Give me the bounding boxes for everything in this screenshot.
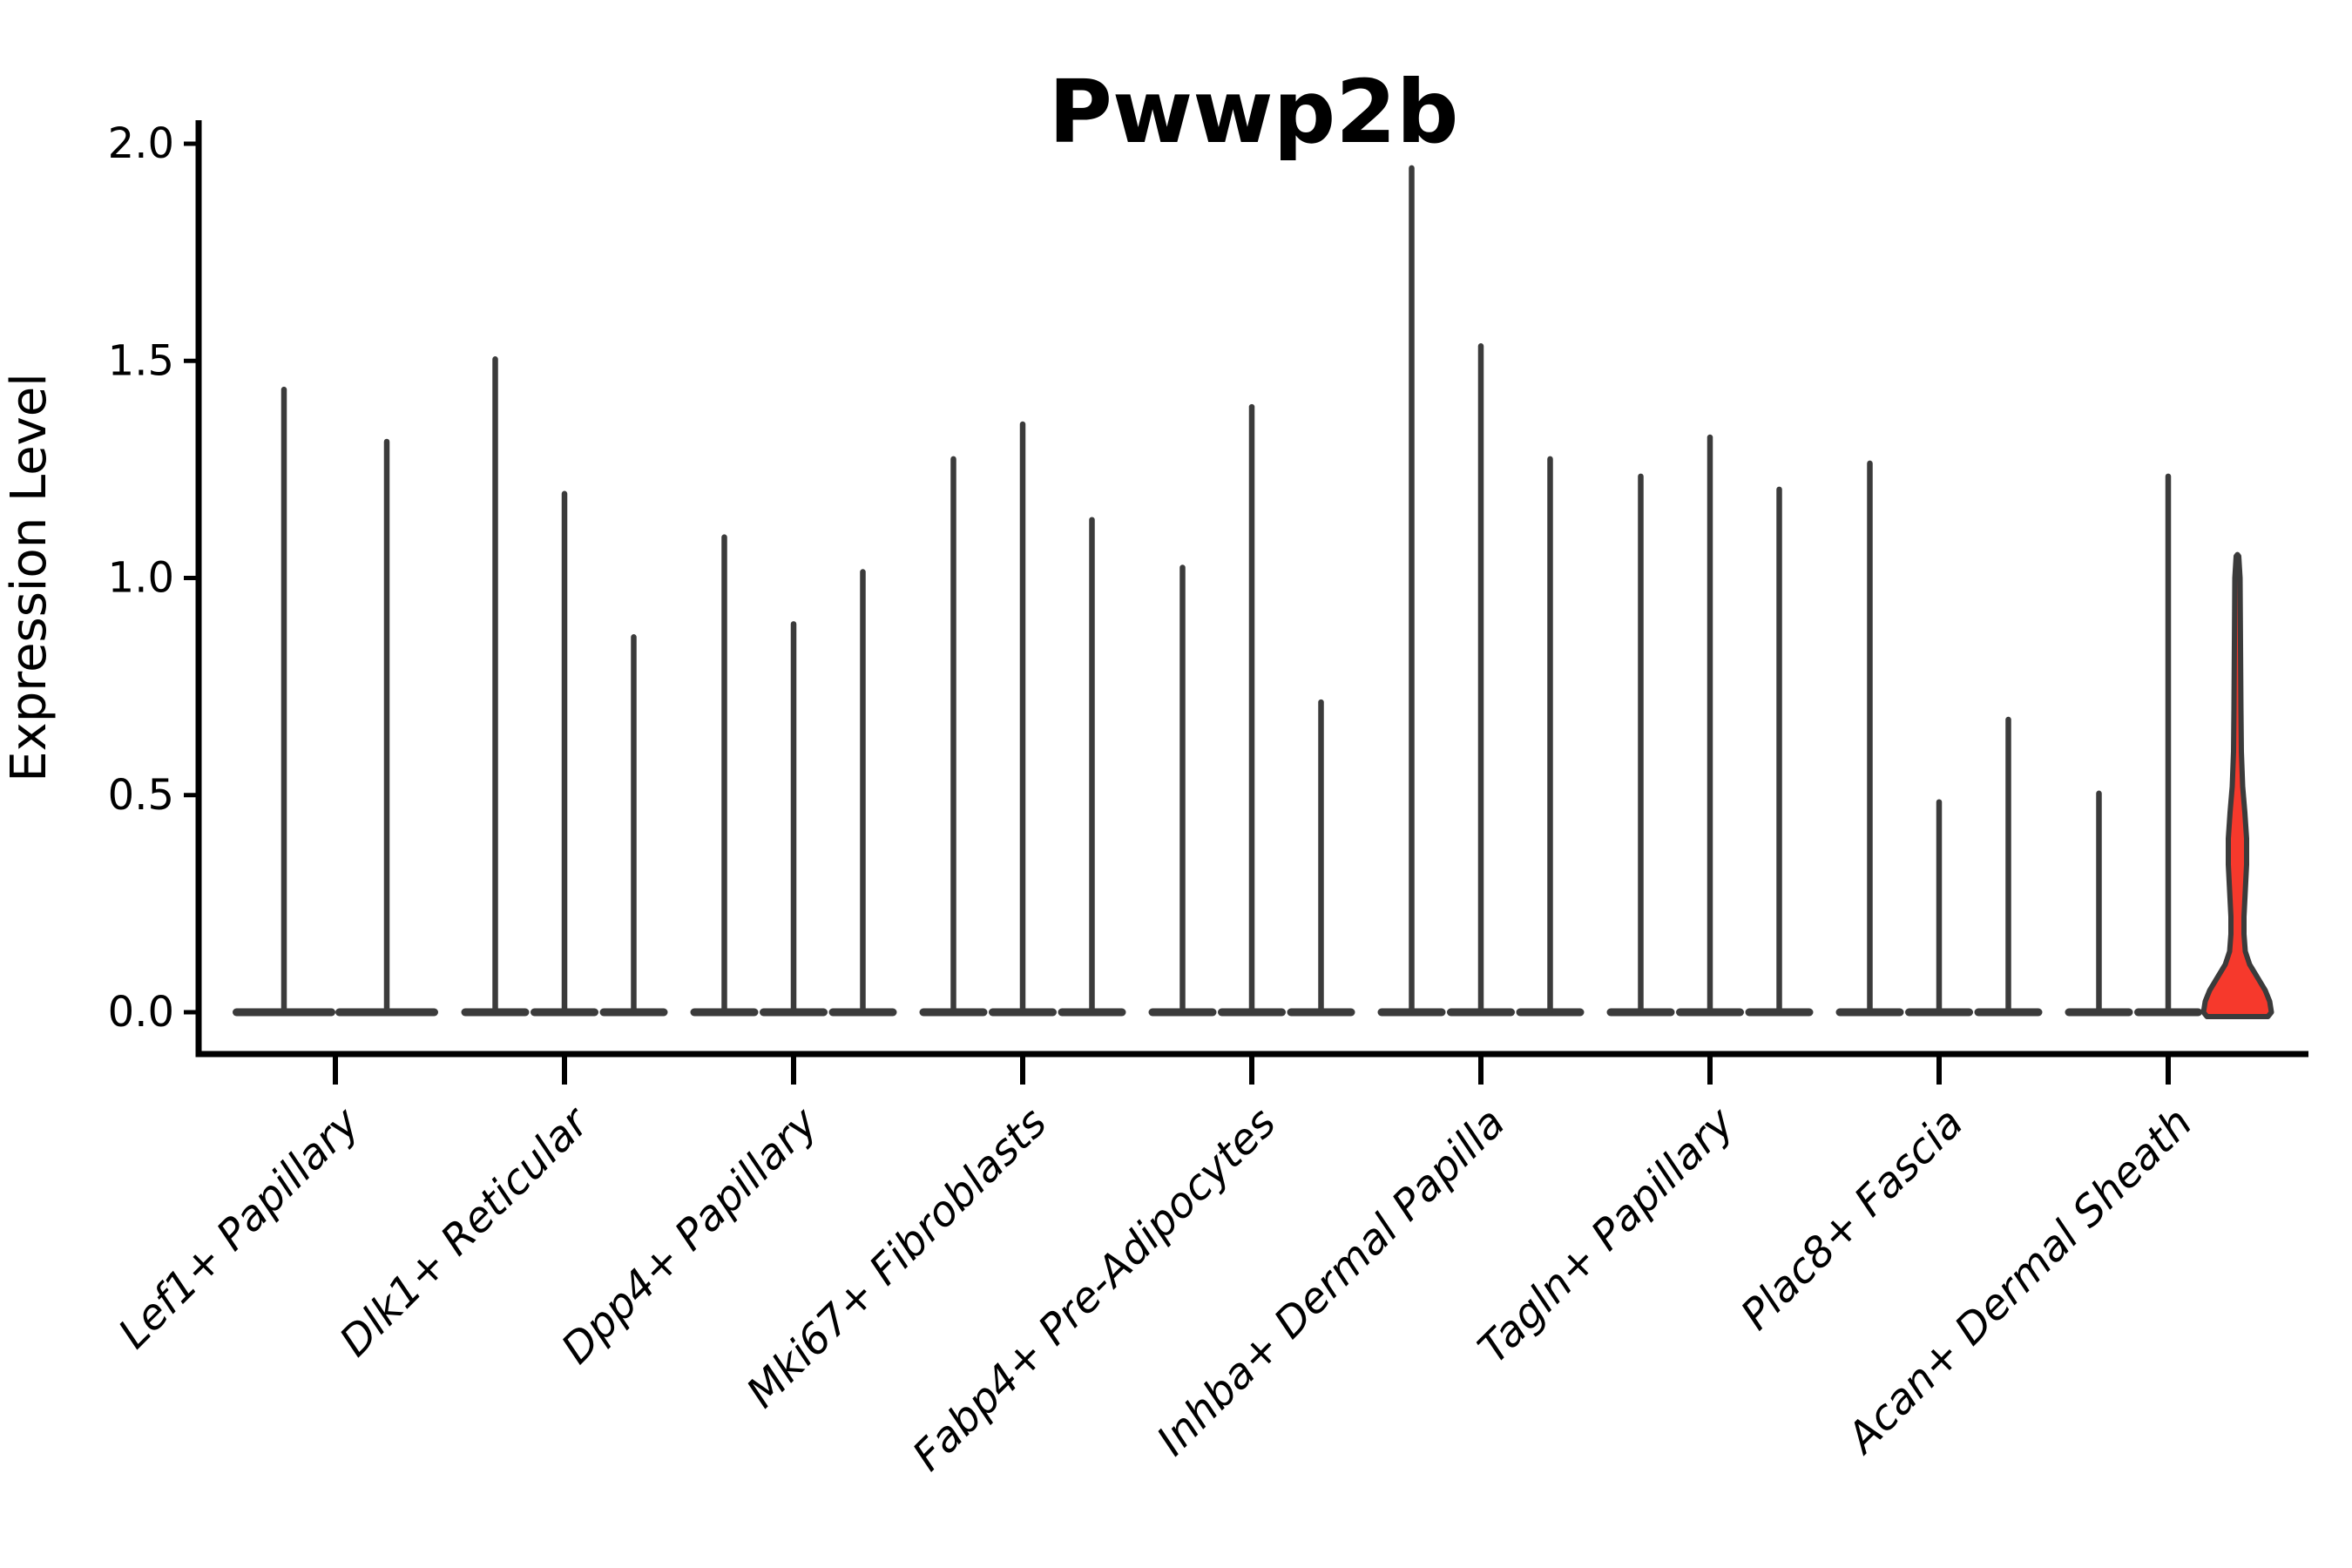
y-tick-label: 1.0: [108, 554, 174, 603]
violin: [690, 534, 759, 1017]
violin: [1974, 716, 2043, 1017]
x-tick-label: Dpp4+ Papillary: [552, 1098, 828, 1373]
highlighted-violin-shape: [2200, 551, 2274, 1019]
violin: [599, 634, 668, 1017]
violin: [1676, 434, 1744, 1017]
violin: [2134, 473, 2202, 1017]
violin: [461, 356, 530, 1017]
x-tick-label: Plac8+ Fascia: [1732, 1098, 1973, 1340]
violins: [233, 165, 2274, 1019]
violin: [919, 456, 988, 1017]
violin: [2065, 790, 2133, 1017]
violin: [1377, 165, 1446, 1017]
violin: [1058, 517, 1126, 1017]
violin: [828, 569, 897, 1017]
y-axis-label: Expression Level: [1, 373, 57, 782]
violin: [233, 386, 335, 1017]
violin: [1447, 343, 1515, 1017]
y-tick-label: 2.0: [108, 119, 174, 168]
y-axis: 0.0 0.5 1.0 1.5 2.0: [108, 119, 199, 1037]
violin: [1835, 460, 1904, 1017]
violin: [1516, 456, 1585, 1017]
x-tick-label: Dlk1+ Reticular: [330, 1097, 600, 1367]
violin: [1745, 486, 1814, 1017]
violin: [1905, 799, 1973, 1017]
x-tick-label: Fabp4+ Pre-Adipocytes: [903, 1098, 1286, 1481]
x-tick-label: Tagln+ Papillary: [1469, 1098, 1744, 1373]
violin: [335, 438, 438, 1017]
x-tick-label: Lef1+ Papillary: [109, 1098, 369, 1358]
violin: [1606, 473, 1675, 1017]
highlighted-violin: [2200, 551, 2274, 1019]
violin: [760, 621, 828, 1017]
violin: [1218, 403, 1286, 1017]
y-tick-label: 1.5: [108, 336, 174, 385]
y-tick-label: 0.5: [108, 771, 174, 820]
violin: [1148, 564, 1217, 1017]
chart-title: Pwwp2b: [1049, 61, 1459, 163]
violin: [1287, 699, 1355, 1017]
violin: [531, 490, 598, 1017]
y-tick-label: 0.0: [108, 988, 174, 1037]
violin: [989, 421, 1057, 1017]
